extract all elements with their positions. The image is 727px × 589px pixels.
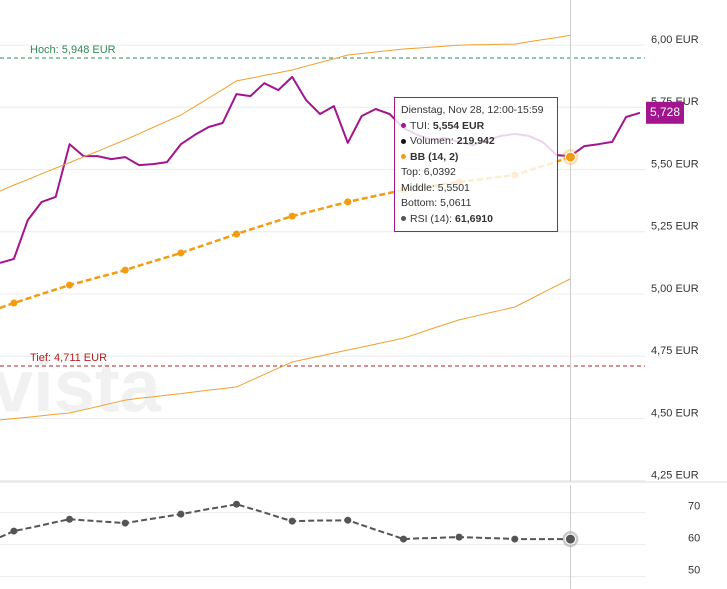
series-marker <box>10 527 18 535</box>
series-marker <box>399 535 407 543</box>
price-tag-label: 5,728 <box>650 105 680 119</box>
series-marker <box>344 198 352 206</box>
tooltip-row: RSI (14): 61,6910 <box>401 212 551 228</box>
tooltip-value: 219.942 <box>456 135 495 147</box>
reference-label: Hoch: 5,948 EUR <box>30 44 116 56</box>
tooltip-title: Dienstag, Nov 28, 12:00-15:59 <box>401 104 544 116</box>
y-tick-label: 5,50 EUR <box>651 158 699 170</box>
tooltip-value: 5,554 EUR <box>432 119 485 132</box>
y-tick-label: 5,00 EUR <box>651 283 699 295</box>
tooltip-row: Middle: 5,5501 <box>401 181 470 194</box>
y-tick-label: 6,00 EUR <box>651 34 699 46</box>
series-line <box>0 155 571 310</box>
series-marker <box>233 230 241 238</box>
tooltip-row: Bottom: 5,0611 <box>401 197 472 209</box>
watermark: vista <box>0 345 162 428</box>
tooltip-label: Volumen: <box>410 135 454 147</box>
y-tick-label: 4,50 EUR <box>651 407 699 419</box>
series-marker <box>121 266 129 274</box>
tooltip-row: TUI: 5,554 EUR <box>401 119 551 135</box>
y-tick-label: 5,25 EUR <box>651 221 699 233</box>
highlight-point <box>564 151 576 163</box>
series-marker <box>10 299 18 307</box>
y-tick-label: 60 <box>688 532 700 544</box>
tooltip-row: Top: 6,0392 <box>401 166 456 178</box>
tooltip-row: Volumen: 219.942 <box>401 134 551 150</box>
reference-label: Tief: 4,711 EUR <box>30 352 107 364</box>
price-tag <box>646 101 684 124</box>
y-tick-label: 4,75 EUR <box>651 345 699 357</box>
series-marker <box>288 517 296 525</box>
y-tick-label: 70 <box>688 500 700 512</box>
highlight-point <box>564 533 576 545</box>
tooltip-label: RSI (14): <box>410 212 453 225</box>
series-marker <box>233 500 241 508</box>
series-marker <box>177 510 185 518</box>
tooltip-label: TUI: <box>410 119 430 132</box>
tooltip-label: BB (14, 2) <box>410 150 459 163</box>
y-tick-label: 4,25 EUR <box>651 470 699 482</box>
series-line <box>0 34 571 192</box>
series-marker <box>66 515 74 523</box>
tooltip-value: 61,6910 <box>455 212 493 225</box>
tooltip: Dienstag, Nov 28, 12:00-15:59 TUI: 5,554 … <box>394 97 558 232</box>
series-line <box>0 503 571 541</box>
tooltip-row: BB (14, 2) <box>401 150 551 166</box>
series-marker <box>177 249 185 257</box>
series-marker <box>121 519 129 527</box>
series-marker <box>455 533 463 541</box>
series-marker <box>344 516 352 524</box>
series-marker <box>288 212 296 220</box>
series-line <box>0 278 571 421</box>
series-marker <box>511 535 519 543</box>
series-marker <box>66 281 74 289</box>
y-tick-label: 50 <box>688 564 700 576</box>
